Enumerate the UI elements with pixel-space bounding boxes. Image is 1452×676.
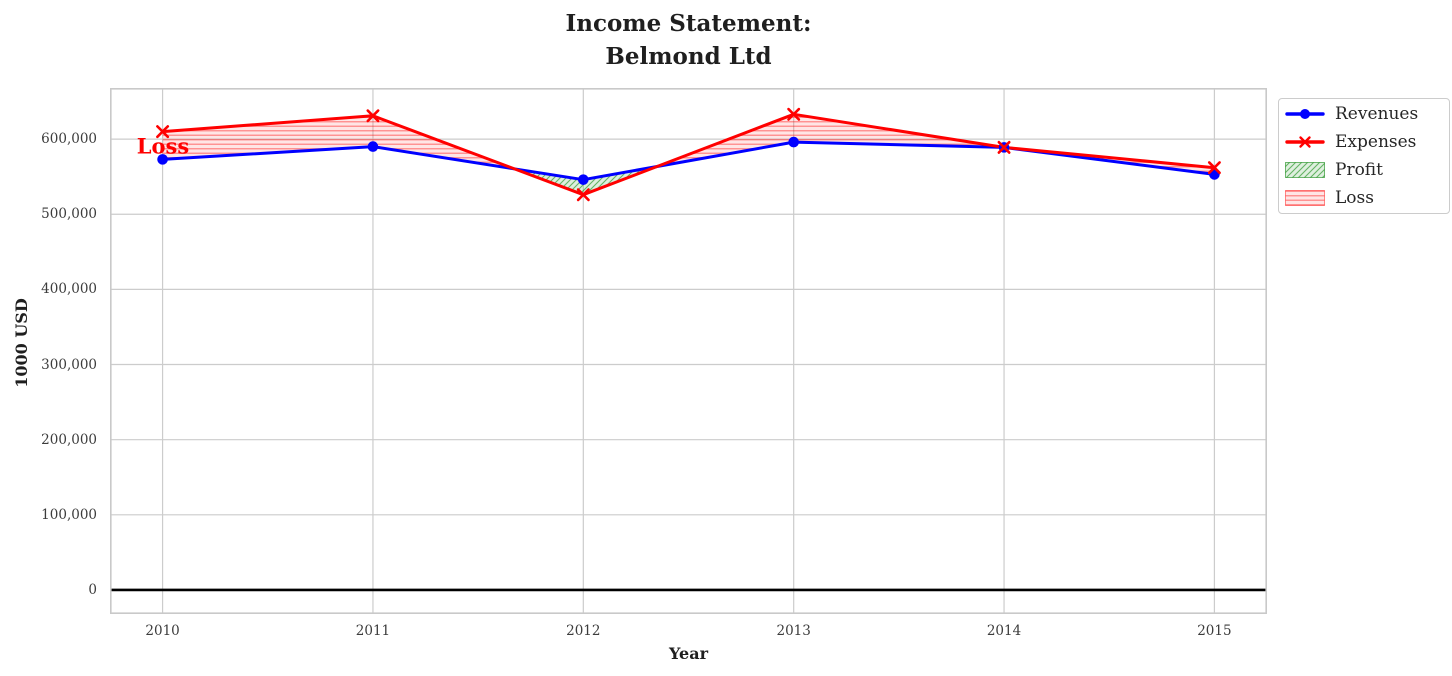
marker-x [1207,161,1221,175]
y-tick-label: 500,000 [41,206,97,223]
marker-x [787,107,801,121]
y-tick-label: 300,000 [41,356,97,373]
y-tick-label: 400,000 [41,281,97,298]
marker-x [156,125,170,139]
marker-x [997,140,1011,154]
legend-swatch-patch-horizontal [1285,190,1325,206]
marker-circle [788,136,799,148]
x-tick-label: 2013 [776,623,811,639]
y-tick-label: 200,000 [41,431,97,448]
x-tick-label: 2014 [986,623,1022,639]
chart-canvas [110,88,1268,615]
legend-label: Expenses [1335,132,1417,152]
legend-label: Loss [1335,188,1374,208]
fill-region-loss [657,114,1004,167]
legend: Revenues Expenses Profit Loss [1278,98,1450,214]
legend-item-revenues: Revenues [1285,100,1443,128]
legend-swatch-line-circle [1285,109,1325,119]
legend-item-profit: Profit [1285,156,1443,184]
legend-item-expenses: Expenses [1285,128,1443,156]
legend-item-loss: Loss [1285,184,1443,212]
y-axis-label: 1000 USD [12,298,31,388]
x-tick-label: 2010 [145,623,180,639]
marker-x [576,188,590,202]
y-tick-label: 600,000 [41,131,97,148]
plot-area [110,88,1268,615]
chart-title: Income Statement: Belmond Ltd [565,10,812,70]
x-tick-label: 2015 [1197,623,1232,639]
x-tick-label: 2012 [566,623,601,639]
y-tick-label: 100,000 [41,506,97,523]
marker-circle [157,154,168,165]
marker-circle [367,141,379,152]
loss-annotation: Loss [136,133,190,159]
legend-label: Profit [1335,160,1383,180]
axes-border [110,88,1268,615]
legend-swatch-line-x [1285,136,1325,148]
y-tick-label: 0 [88,581,97,598]
x-axis-label: Year [668,644,708,663]
legend-swatch-patch-diagonal [1285,162,1325,178]
series-line-expenses [161,112,1216,197]
marker-circle [578,174,589,185]
legend-label: Revenues [1335,104,1419,124]
fill-region-loss [162,115,515,169]
x-tick-label: 2011 [355,623,391,639]
marker-x [366,109,380,123]
